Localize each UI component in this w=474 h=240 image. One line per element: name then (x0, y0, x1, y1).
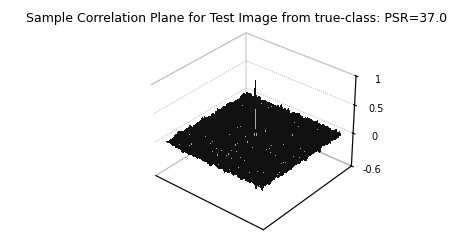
Text: Sample Correlation Plane for Test Image from true-class: PSR=37.0: Sample Correlation Plane for Test Image … (27, 12, 447, 25)
